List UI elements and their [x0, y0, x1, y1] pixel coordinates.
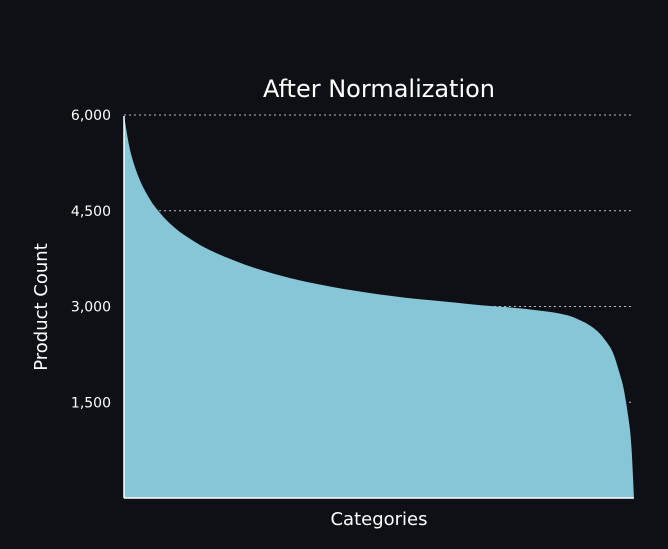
x-axis-label: Categories [330, 509, 427, 530]
y-tick-label: 3,000 [71, 300, 111, 316]
y-tick-labels: 1,500 3,000 4,500 6,000 [71, 108, 111, 411]
y-tick-label: 6,000 [71, 108, 111, 124]
y-tick-label: 1,500 [71, 395, 111, 411]
chart-title: After Normalization [263, 75, 495, 103]
y-tick-label: 4,500 [71, 204, 111, 220]
area-series [124, 115, 634, 498]
y-axis-label: Product Count [31, 243, 52, 371]
